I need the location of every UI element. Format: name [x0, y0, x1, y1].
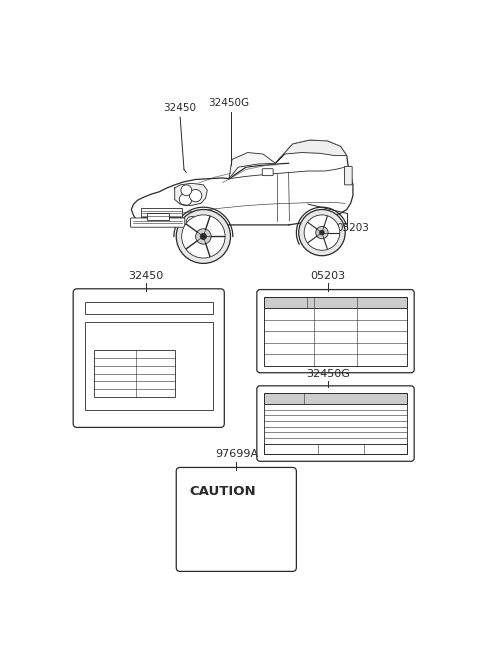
Bar — [85, 302, 213, 314]
Text: 32450: 32450 — [164, 103, 197, 113]
Circle shape — [196, 229, 211, 244]
Circle shape — [176, 210, 230, 263]
Circle shape — [190, 189, 202, 202]
FancyBboxPatch shape — [73, 289, 224, 428]
Circle shape — [181, 185, 192, 196]
Text: 32450G: 32450G — [306, 369, 350, 379]
Circle shape — [304, 215, 340, 250]
FancyBboxPatch shape — [262, 169, 273, 176]
Bar — [142, 208, 181, 217]
Text: 32450G: 32450G — [208, 98, 250, 107]
Bar — [94, 350, 176, 397]
Bar — [264, 444, 407, 455]
Text: 05203: 05203 — [311, 271, 346, 281]
Bar — [147, 214, 168, 219]
Polygon shape — [276, 140, 347, 163]
FancyBboxPatch shape — [345, 166, 352, 185]
FancyBboxPatch shape — [257, 386, 414, 461]
Polygon shape — [229, 153, 276, 179]
FancyBboxPatch shape — [257, 290, 414, 373]
FancyBboxPatch shape — [176, 468, 296, 571]
Circle shape — [320, 231, 324, 235]
Text: 05203: 05203 — [336, 223, 370, 233]
Bar — [264, 393, 407, 404]
Text: CAUTION: CAUTION — [190, 485, 256, 498]
Circle shape — [299, 210, 345, 255]
Polygon shape — [175, 183, 207, 206]
Bar — [85, 322, 213, 411]
Circle shape — [316, 227, 328, 239]
Text: 97699A: 97699A — [215, 449, 258, 459]
Bar — [264, 297, 407, 308]
Circle shape — [180, 193, 192, 206]
Text: 32450: 32450 — [128, 271, 164, 281]
FancyBboxPatch shape — [131, 218, 185, 227]
Circle shape — [186, 216, 197, 227]
Circle shape — [181, 215, 225, 258]
Bar — [264, 393, 407, 455]
Circle shape — [200, 233, 206, 240]
Bar — [264, 297, 407, 365]
